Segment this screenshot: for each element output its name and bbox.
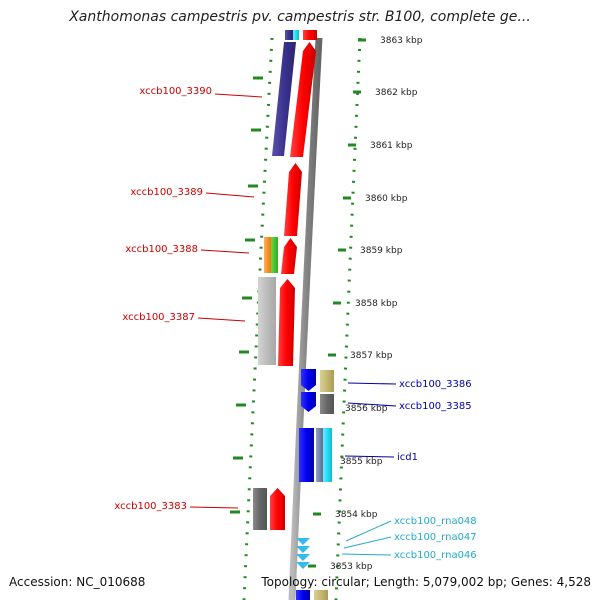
- gene-feature-stub[interactable]: [303, 30, 317, 40]
- gene-feature-3386[interactable]: [301, 369, 316, 391]
- gene-feature-stub[interactable]: [296, 590, 310, 600]
- gene-label[interactable]: icd1: [397, 452, 418, 463]
- gene-label[interactable]: xccb100_3390: [139, 86, 212, 97]
- rna-feature[interactable]: [296, 562, 310, 569]
- scale-tick-label: 3858 kbp: [355, 299, 398, 309]
- gene-feature-khaki[interactable]: [320, 370, 334, 392]
- map-title: Xanthomonas campestris pv. campestris st…: [69, 9, 531, 25]
- scale-tick-label: 3860 kbp: [365, 194, 408, 204]
- gene-labels[interactable]: xccb100_3390 xccb100_3389 xccb100_3388xccb…: [114, 86, 476, 561]
- label-leader-line: [344, 455, 395, 458]
- label-leader-line: [345, 520, 392, 542]
- gene-feature-cyan[interactable]: [323, 428, 332, 482]
- gene-label[interactable]: xccb100_rna046: [394, 550, 477, 561]
- scale-tick-label: 3863 kbp: [380, 36, 423, 46]
- gene-label[interactable]: xccb100_3387: [122, 312, 195, 323]
- gene-feature-3383[interactable]: [270, 488, 285, 530]
- genome-backbone: [288, 37, 323, 600]
- scale-ticks: 3863 kbp 3862 kbp 3861 kbp 3860 kbp 3859 kbp…: [308, 36, 423, 572]
- gene-feature-gray[interactable]: [320, 394, 334, 414]
- rna-feature[interactable]: [296, 554, 310, 561]
- gc-skew-marks: [230, 76, 263, 514]
- gene-feature-stub[interactable]: [285, 30, 293, 40]
- gene-label[interactable]: xccb100_3388: [125, 244, 198, 255]
- feature-track[interactable]: [253, 30, 334, 600]
- label-leader-line: [189, 506, 239, 509]
- scale-tick-label: 3854 kbp: [335, 510, 378, 520]
- gene-feature-3387-gray[interactable]: [258, 277, 276, 365]
- gene-label[interactable]: xccb100_rna048: [394, 516, 477, 527]
- label-leader-line: [343, 536, 392, 549]
- gene-feature-3388[interactable]: [281, 238, 297, 274]
- gene-feature-3388-orange[interactable]: [264, 237, 271, 273]
- gene-feature-3383-gray[interactable]: [253, 488, 267, 530]
- gene-feature-3387[interactable]: [278, 279, 295, 366]
- label-leader-line: [341, 553, 392, 556]
- scale-tick-label: 3862 kbp: [375, 88, 418, 98]
- gene-feature-slate[interactable]: [316, 428, 323, 482]
- gene-label[interactable]: xccb100_3386: [399, 379, 472, 390]
- accession-text: Accession: NC_010688: [9, 575, 146, 589]
- gene-feature-stub[interactable]: [293, 30, 299, 40]
- gene-label[interactable]: xccb100_3389: [130, 187, 203, 198]
- gene-feature-stub[interactable]: [314, 590, 328, 600]
- gene-feature-3390[interactable]: [290, 42, 316, 157]
- scale-tick-label: 3861 kbp: [370, 141, 413, 151]
- scale-tick-label: 3855 kbp: [340, 457, 383, 467]
- label-leader-line: [347, 382, 397, 385]
- label-leader-line: [205, 192, 255, 198]
- label-leader-line: [200, 249, 250, 254]
- scale-tick-label: 3857 kbp: [350, 351, 393, 361]
- rna-feature[interactable]: [296, 538, 310, 545]
- rna-feature[interactable]: [296, 546, 310, 553]
- gene-feature-3388-green[interactable]: [271, 237, 278, 273]
- label-leader-line: [347, 402, 397, 407]
- gene-feature-3385[interactable]: [301, 392, 316, 412]
- gene-label[interactable]: xccb100_rna047: [394, 532, 477, 543]
- gene-feature-3390-reverse[interactable]: [272, 42, 296, 156]
- scale-tick-label: 3856 kbp: [345, 404, 388, 414]
- gene-feature-icd1[interactable]: [299, 428, 314, 482]
- gene-label[interactable]: xccb100_3383: [114, 501, 187, 512]
- topology-text: Topology: circular; Length: 5,079,002 bp…: [261, 575, 591, 589]
- label-leader-line: [197, 317, 246, 322]
- scale-tick-label: 3859 kbp: [360, 246, 403, 256]
- scale-tick-label: 3853 kbp: [330, 562, 373, 572]
- gene-feature-3389[interactable]: [284, 163, 302, 236]
- gene-label[interactable]: xccb100_3385: [399, 401, 472, 412]
- label-leader-line: [214, 93, 263, 98]
- label-leaders: [189, 93, 397, 556]
